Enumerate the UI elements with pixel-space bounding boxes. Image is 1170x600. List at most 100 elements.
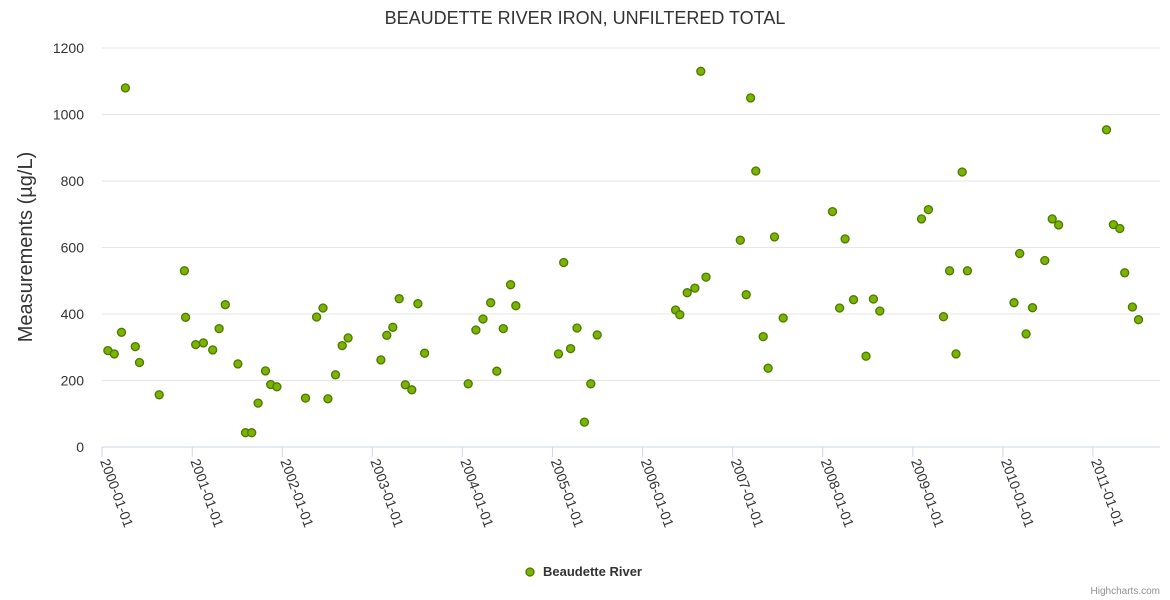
data-point[interactable] <box>220 300 230 310</box>
data-point[interactable] <box>394 294 404 304</box>
data-point[interactable] <box>1047 214 1057 224</box>
data-point[interactable] <box>323 394 333 404</box>
data-point[interactable] <box>957 167 967 177</box>
data-point[interactable] <box>1027 303 1038 313</box>
data-point[interactable] <box>1101 125 1112 135</box>
y-tick-label: 1000 <box>53 107 84 123</box>
data-point[interactable] <box>938 312 949 322</box>
data-point[interactable] <box>1133 315 1144 325</box>
legend-item-beaudette-river[interactable]: Beaudette River <box>543 564 642 579</box>
data-point[interactable] <box>682 288 692 298</box>
data-point[interactable] <box>962 266 973 276</box>
legend[interactable]: Beaudette River <box>525 564 642 579</box>
data-point[interactable] <box>586 379 596 389</box>
data-point[interactable] <box>735 235 745 245</box>
data-point[interactable] <box>758 331 768 342</box>
data-point[interactable] <box>120 83 131 93</box>
data-point[interactable] <box>834 303 845 313</box>
data-point[interactable] <box>134 357 145 368</box>
data-point[interactable] <box>1120 268 1130 278</box>
data-point[interactable] <box>916 214 927 224</box>
data-point[interactable] <box>492 366 502 376</box>
data-point[interactable] <box>318 303 328 313</box>
data-point[interactable] <box>1127 302 1138 312</box>
data-point[interactable] <box>951 349 961 359</box>
data-point[interactable] <box>233 359 243 369</box>
data-point[interactable] <box>763 363 773 373</box>
data-point[interactable] <box>260 366 271 376</box>
data-point[interactable] <box>511 301 521 311</box>
data-point[interactable] <box>868 294 879 304</box>
data-point[interactable] <box>1015 248 1025 259</box>
data-point[interactable] <box>875 306 885 316</box>
data-point[interactable] <box>751 166 761 176</box>
data-point[interactable] <box>311 312 322 322</box>
x-tick-label: 2002-01-01 <box>277 457 317 530</box>
data-point[interactable] <box>478 314 488 324</box>
data-point[interactable] <box>180 312 191 322</box>
data-point[interactable] <box>343 333 353 343</box>
data-point[interactable] <box>272 382 282 392</box>
data-point[interactable] <box>690 283 700 293</box>
data-point[interactable] <box>769 232 780 242</box>
data-point[interactable] <box>376 355 386 365</box>
data-point[interactable] <box>861 351 871 361</box>
data-point[interactable] <box>923 204 934 215</box>
data-point[interactable] <box>388 322 398 332</box>
data-point[interactable] <box>1009 298 1019 308</box>
y-tick-label: 600 <box>61 240 85 256</box>
data-point[interactable] <box>179 266 190 276</box>
data-point[interactable] <box>253 398 263 408</box>
data-point[interactable] <box>413 299 423 309</box>
data-point[interactable] <box>559 257 569 268</box>
data-point[interactable] <box>486 298 496 308</box>
data-point[interactable] <box>300 393 311 403</box>
data-point[interactable] <box>463 379 473 389</box>
data-point[interactable] <box>553 349 564 359</box>
data-point[interactable] <box>741 290 751 300</box>
data-point[interactable] <box>827 206 838 217</box>
data-point[interactable] <box>592 330 602 340</box>
data-point[interactable] <box>579 417 590 427</box>
data-point[interactable] <box>337 340 347 351</box>
data-point[interactable] <box>1040 255 1050 266</box>
data-point[interactable] <box>848 295 859 305</box>
data-point[interactable] <box>330 370 341 380</box>
data-point[interactable] <box>154 390 164 400</box>
x-tick-label: 2000-01-01 <box>97 457 137 530</box>
data-point[interactable] <box>498 323 508 334</box>
data-point[interactable] <box>109 349 119 359</box>
data-point[interactable] <box>565 343 576 354</box>
y-tick-label: 1200 <box>53 40 84 56</box>
grid-lines <box>102 47 1160 381</box>
data-point[interactable] <box>745 93 756 103</box>
data-point[interactable] <box>400 380 410 390</box>
data-point[interactable] <box>1115 223 1125 234</box>
data-point[interactable] <box>471 325 481 335</box>
data-point[interactable] <box>419 348 430 358</box>
data-point[interactable] <box>247 428 257 438</box>
data-point[interactable] <box>696 66 706 76</box>
data-point[interactable] <box>407 385 417 395</box>
legend-marker-icon <box>525 567 535 577</box>
data-point[interactable] <box>840 234 850 244</box>
data-point[interactable] <box>1021 329 1031 339</box>
data-point[interactable] <box>191 339 201 350</box>
data-point[interactable] <box>198 338 209 348</box>
credits-link[interactable]: Highcharts.com <box>1091 586 1160 597</box>
data-point[interactable] <box>382 330 392 340</box>
data-point[interactable] <box>701 272 711 282</box>
data-point[interactable] <box>1053 220 1064 230</box>
data-point[interactable] <box>130 341 140 352</box>
data-point[interactable] <box>208 345 218 355</box>
data-point[interactable] <box>572 323 582 333</box>
data-point[interactable] <box>214 323 224 334</box>
x-tick-label: 2004-01-01 <box>457 457 497 530</box>
data-point[interactable] <box>675 310 685 320</box>
data-point[interactable] <box>944 266 955 276</box>
data-point[interactable] <box>778 313 788 323</box>
data-point[interactable] <box>505 280 516 290</box>
data-point[interactable] <box>116 327 127 337</box>
